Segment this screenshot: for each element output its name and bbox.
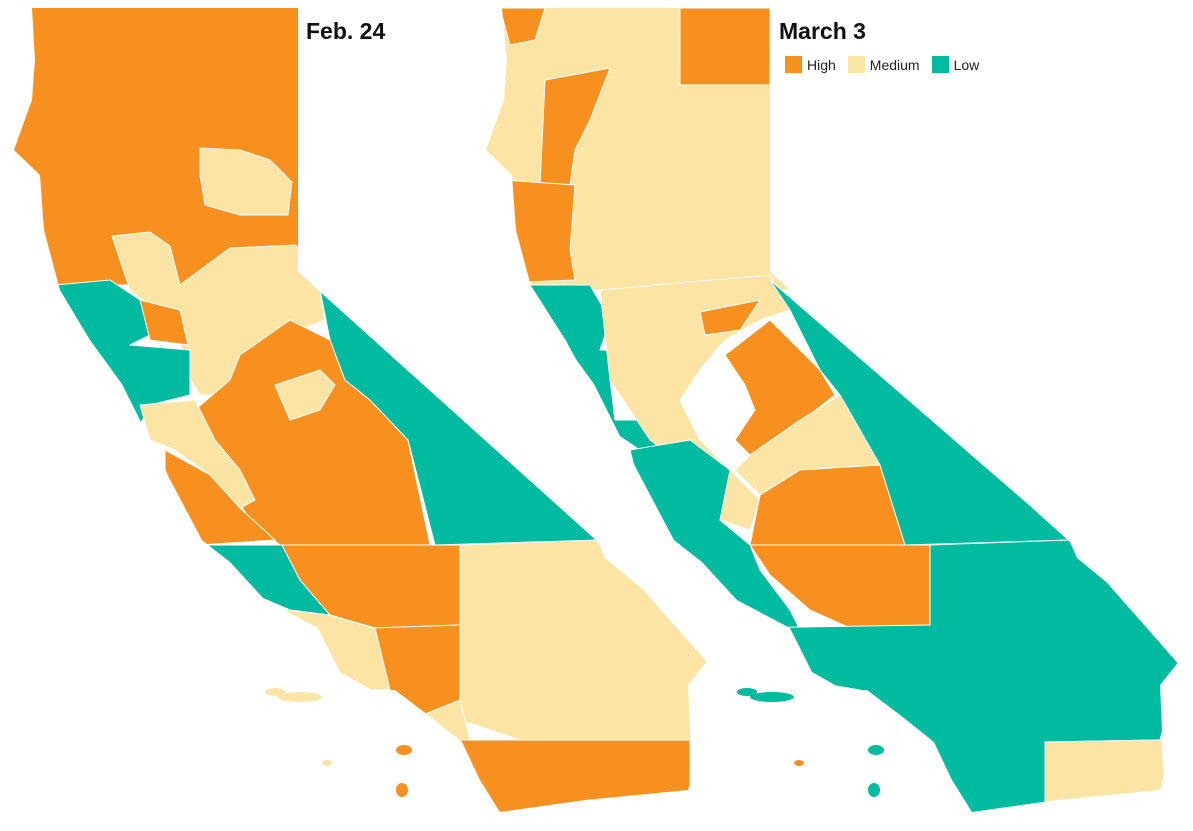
county-region-el-dorado-high (699, 299, 761, 336)
legend: High Medium Low (785, 56, 979, 73)
legend-item-low: Low (931, 56, 980, 73)
channel-islands-left (265, 688, 412, 797)
legend-swatch-high (785, 56, 802, 73)
legend-label-medium: Medium (869, 56, 920, 73)
county-region-northwest-high (499, 8, 546, 46)
county-region-mariposa-medium (274, 369, 336, 421)
county-region-san-diego-high (459, 739, 691, 812)
map-title-feb-24: Feb. 24 (306, 18, 386, 44)
county-region-north (14, 8, 321, 286)
county-region-central-coast-high (164, 449, 276, 546)
county-region-mendocino-high (504, 179, 576, 283)
legend-label-low: Low (953, 56, 980, 73)
county-region-northeast-medium (199, 147, 293, 216)
county-region-imperial-medium (1044, 739, 1166, 812)
county-region-central-coast-medium (139, 399, 256, 509)
map-title-march-3: March 3 (779, 18, 866, 44)
channel-islands-right (737, 688, 884, 797)
legend-item-medium: Medium (847, 56, 920, 73)
county-region-san-bernardino-medium (459, 539, 708, 741)
county-region-northeast-high (679, 8, 771, 86)
map-march-3 (486, 8, 1180, 812)
county-region-delta (139, 299, 189, 346)
legend-item-high: High (785, 56, 836, 73)
legend-swatch-low (931, 56, 949, 73)
legend-swatch-medium (847, 56, 865, 73)
legend-label-high: High (807, 56, 836, 73)
